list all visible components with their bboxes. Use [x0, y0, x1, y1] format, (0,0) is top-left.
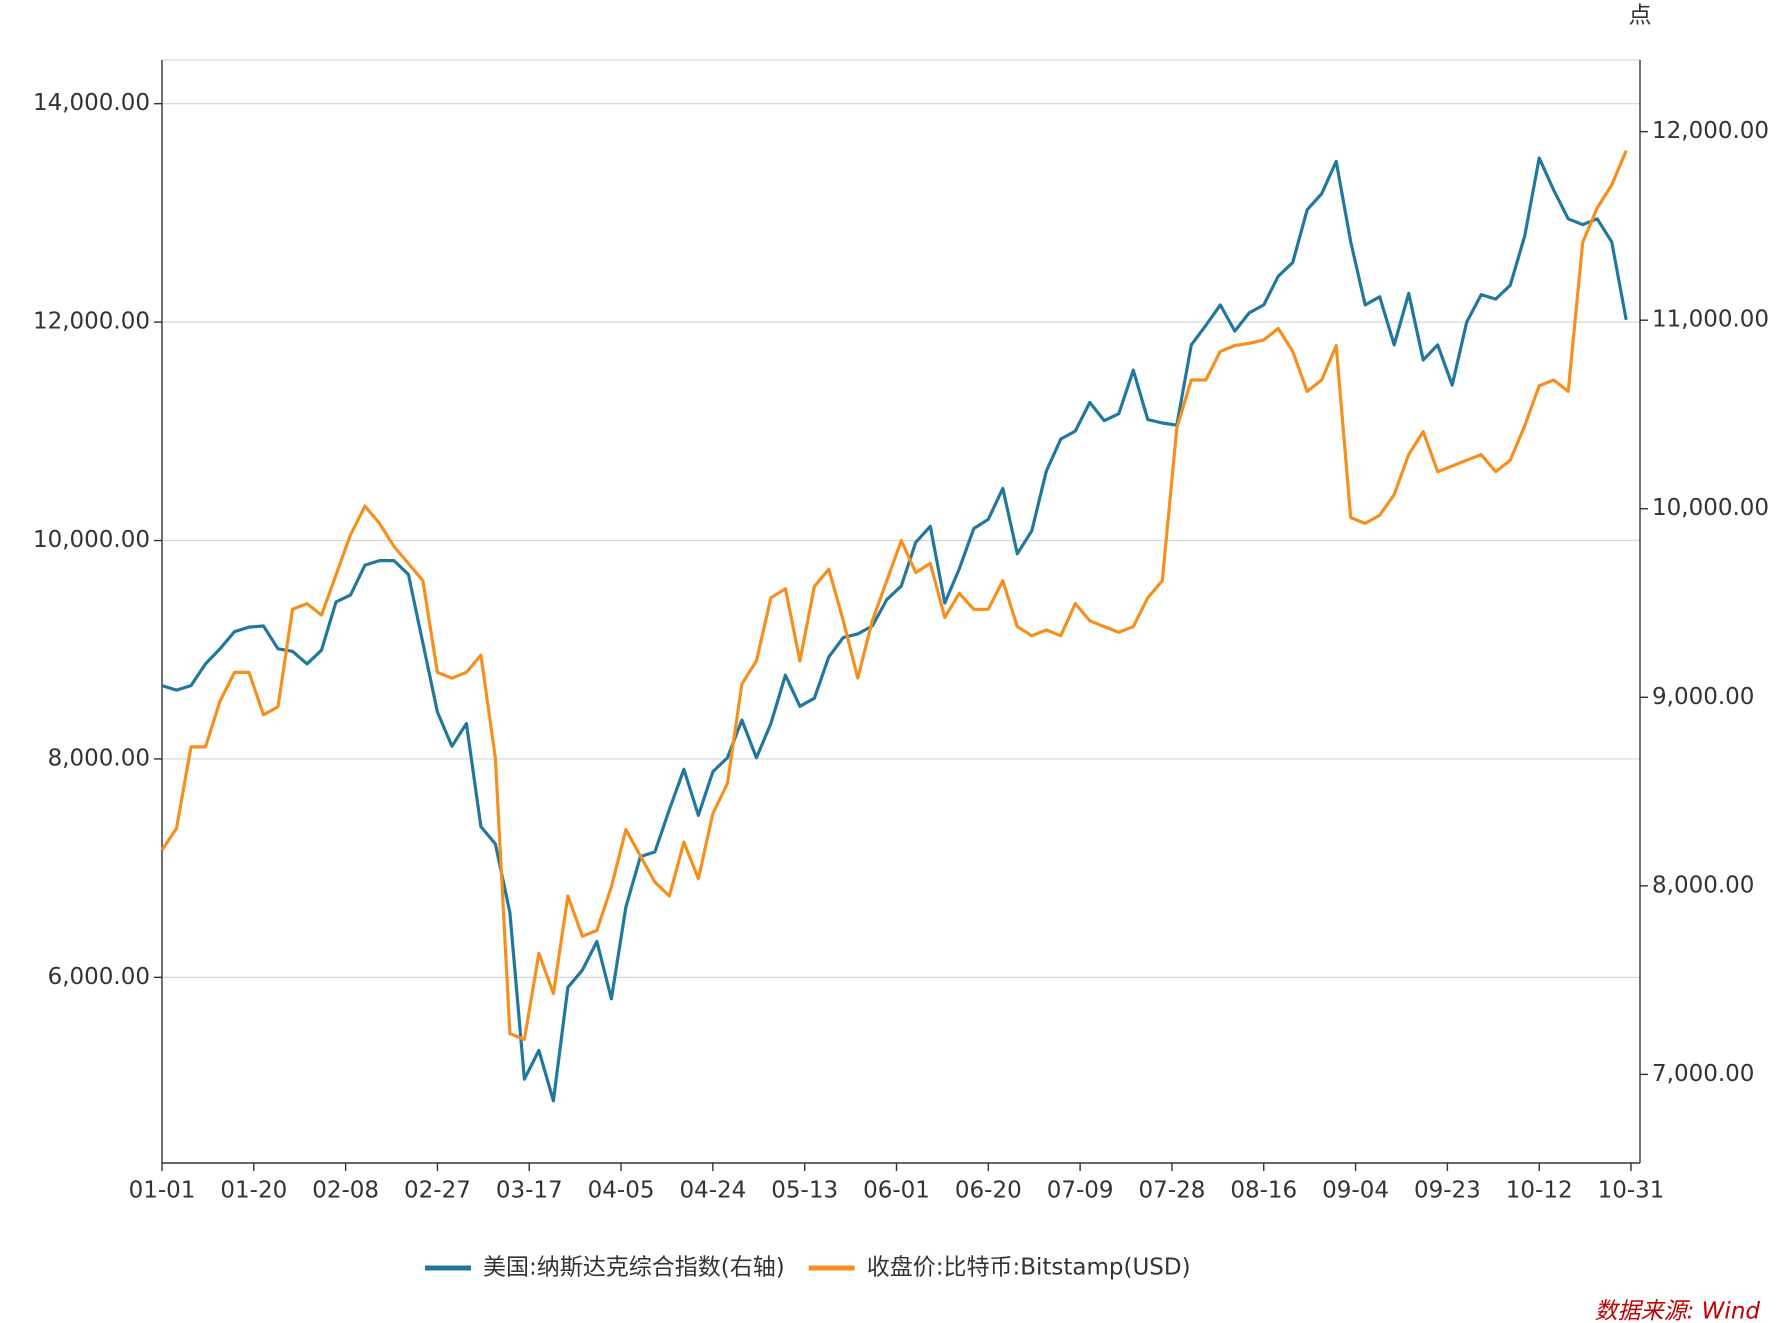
y-tick-label: 12,000.00 [33, 309, 150, 335]
x-tick-label: 07-09 [1047, 1178, 1114, 1204]
y2-tick-label: 9,000.00 [1652, 684, 1754, 710]
x-tick-label: 04-24 [679, 1178, 746, 1204]
y-tick-label: 8,000.00 [48, 745, 150, 771]
x-tick-label: 05-13 [771, 1178, 838, 1204]
source-note: 数据来源: Wind [1595, 1299, 1761, 1323]
x-tick-label: 04-05 [588, 1178, 655, 1204]
y2-tick-label: 7,000.00 [1652, 1061, 1754, 1087]
x-tick-label: 07-28 [1139, 1178, 1206, 1204]
x-tick-label: 06-20 [955, 1178, 1022, 1204]
legend-label: 美国:纳斯达克综合指数(右轴) [483, 1255, 785, 1281]
y-tick-label: 6,000.00 [48, 964, 150, 990]
y-tick-label: 14,000.00 [33, 90, 150, 116]
x-tick-label: 10-12 [1506, 1178, 1573, 1204]
series-line [161, 156, 1628, 1103]
unit-label: 点 [1629, 3, 1652, 29]
x-tick-label: 01-01 [129, 1178, 196, 1204]
x-tick-label: 09-23 [1414, 1178, 1481, 1204]
y-tick-label: 10,000.00 [33, 527, 150, 553]
x-tick-label: 10-31 [1598, 1178, 1665, 1204]
x-tick-label: 02-08 [312, 1178, 379, 1204]
x-tick-label: 01-20 [220, 1178, 287, 1204]
x-tick-label: 02-27 [404, 1178, 471, 1204]
y2-tick-label: 12,000.00 [1652, 118, 1769, 144]
y2-tick-label: 10,000.00 [1652, 495, 1769, 521]
series-line [160, 149, 1628, 1041]
x-tick-label: 09-04 [1322, 1178, 1389, 1204]
y2-tick-label: 8,000.00 [1652, 872, 1754, 898]
x-tick-label: 03-17 [496, 1178, 563, 1204]
x-tick-label: 08-16 [1230, 1178, 1297, 1204]
x-tick-label: 06-01 [863, 1178, 930, 1204]
y2-tick-label: 11,000.00 [1652, 307, 1769, 333]
legend-label: 收盘价:比特币:Bitstamp(USD) [867, 1255, 1191, 1281]
